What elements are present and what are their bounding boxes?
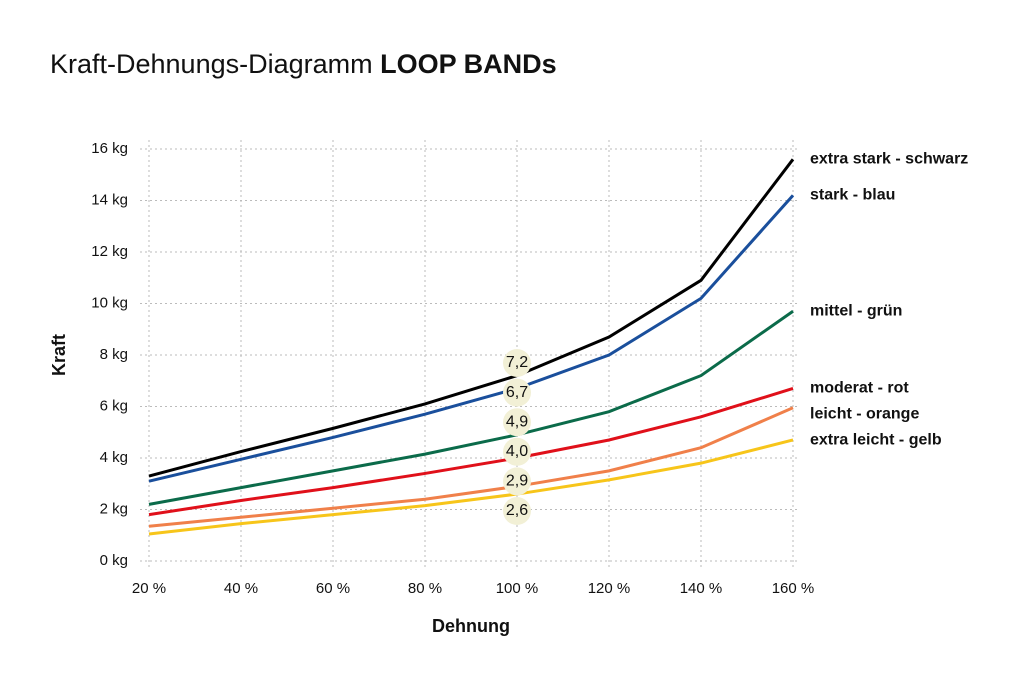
value-label: 6,7 xyxy=(506,384,528,401)
y-tick-label: 16 kg xyxy=(91,140,128,157)
value-label-bg xyxy=(503,408,531,437)
x-tick-label: 80 % xyxy=(408,580,442,597)
y-axis-label: Kraft xyxy=(49,334,69,376)
x-tick-label: 40 % xyxy=(224,580,258,597)
y-tick-label: 8 kg xyxy=(100,346,128,363)
title-text: Kraft-Dehnungs-Diagramm xyxy=(50,49,373,79)
title-emphasis: LOOP BANDs xyxy=(380,49,557,79)
value-label-bg xyxy=(503,497,531,525)
y-tick-label: 4 kg xyxy=(100,449,128,466)
legend-label: mittel - grün xyxy=(810,302,902,319)
y-tick-label: 0 kg xyxy=(100,552,128,569)
value-label: 7,2 xyxy=(506,354,528,371)
legend-label: stark - blau xyxy=(810,187,895,204)
chart-title: Kraft-Dehnungs-Diagramm LOOP BANDs xyxy=(50,49,557,79)
x-tick-label: 140 % xyxy=(680,580,723,597)
series-line xyxy=(148,194,795,483)
series-line xyxy=(148,309,794,506)
series-line xyxy=(148,387,794,517)
y-tick-label: 10 kg xyxy=(91,294,128,311)
legend-label: leicht - orange xyxy=(810,406,919,423)
value-label-bg xyxy=(503,378,531,407)
y-tick-label: 2 kg xyxy=(100,500,128,517)
series-line xyxy=(148,158,795,478)
value-label: 2,6 xyxy=(506,502,528,519)
series-line xyxy=(148,406,794,528)
legend-label: moderat - rot xyxy=(810,380,909,397)
value-label: 2,9 xyxy=(506,473,528,490)
y-tick-label: 6 kg xyxy=(100,397,128,414)
x-tick-label: 160 % xyxy=(772,580,815,597)
x-tick-label: 20 % xyxy=(132,580,166,597)
value-label-bg xyxy=(503,467,531,496)
series-line xyxy=(148,438,794,536)
value-label: 4,0 xyxy=(506,443,528,460)
x-axis-label: Dehnung xyxy=(432,616,510,636)
legend-label: extra stark - schwarz xyxy=(810,151,968,168)
x-tick-label: 60 % xyxy=(316,580,350,597)
value-label-bg xyxy=(503,349,531,377)
x-tick-label: 120 % xyxy=(588,580,631,597)
value-label-bg xyxy=(503,437,531,466)
y-tick-label: 12 kg xyxy=(91,243,128,260)
x-tick-label: 100 % xyxy=(496,580,539,597)
legend-label: extra leicht - gelb xyxy=(810,432,942,449)
value-label: 4,9 xyxy=(506,413,528,430)
y-tick-label: 14 kg xyxy=(91,191,128,208)
